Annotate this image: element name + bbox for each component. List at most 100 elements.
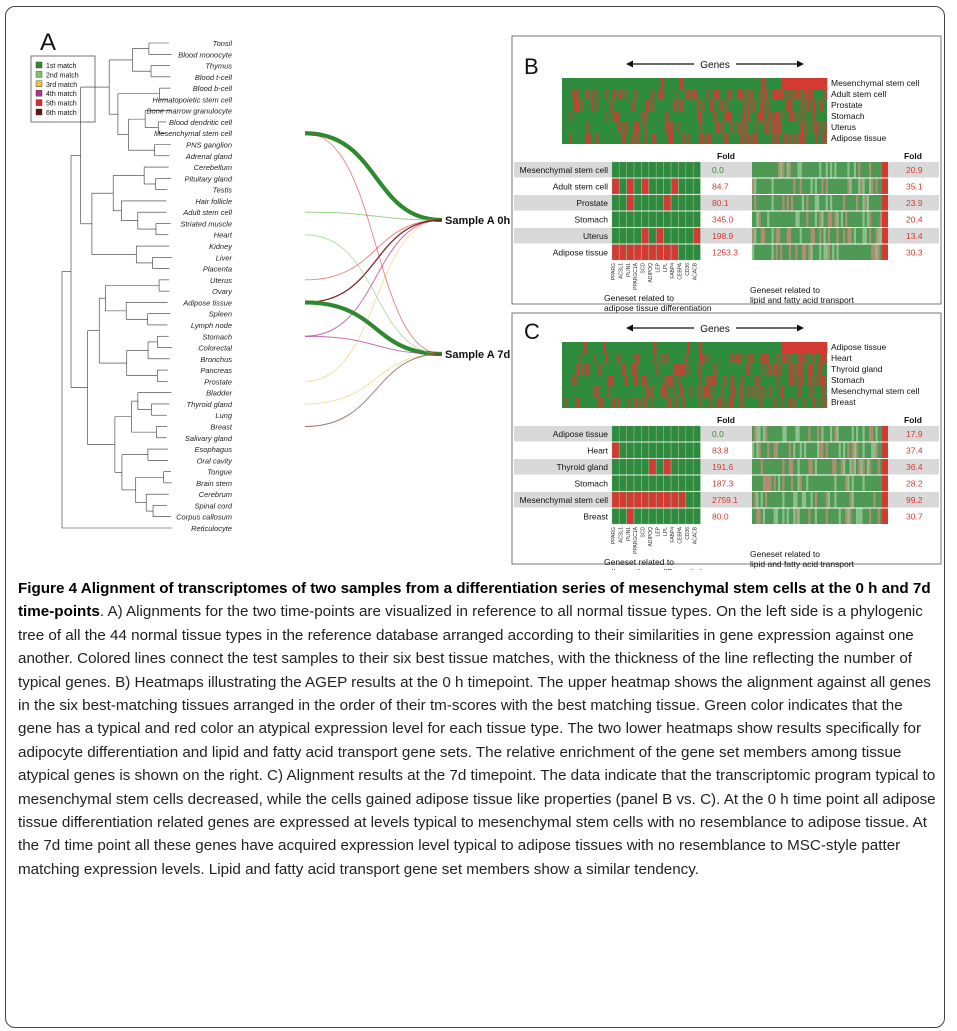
heatmap-cell xyxy=(786,89,789,100)
heatmap-cell xyxy=(574,89,577,100)
heatmap-cell xyxy=(800,133,804,144)
heatmap-cell xyxy=(598,397,601,408)
heatmap-cell xyxy=(699,342,703,353)
heatmap-cell xyxy=(790,342,794,353)
heatmap-cell xyxy=(721,100,724,111)
heatmap-cell xyxy=(762,475,765,491)
gene-cell xyxy=(678,442,686,459)
heatmap-cell xyxy=(771,133,775,144)
figure-caption: Figure 4 Alignment of transcriptomes of … xyxy=(18,577,938,881)
heatmap-cell xyxy=(812,78,816,89)
panel-label-b: B xyxy=(524,54,539,79)
gene-label: LEP xyxy=(655,526,661,536)
heatmap-cell xyxy=(610,100,613,111)
heatmap-cell xyxy=(675,89,678,100)
heatmap-cell xyxy=(849,228,852,244)
heatmap-cell xyxy=(856,426,859,442)
tissue-label: Bone marrow granulocyte xyxy=(147,107,232,116)
gene-cell xyxy=(626,442,634,459)
heatmap-cell xyxy=(819,162,822,178)
heatmap-cell xyxy=(701,100,705,111)
heatmap-cell xyxy=(862,442,865,458)
heatmap-cell xyxy=(804,244,807,260)
heatmap-cell xyxy=(882,475,888,491)
heatmap-cell xyxy=(817,195,820,211)
gene-label: SCD xyxy=(641,527,647,538)
heatmap-cell xyxy=(802,342,806,353)
match-curve xyxy=(304,300,443,357)
heatmap-cell xyxy=(847,475,850,491)
gene-cell xyxy=(648,508,657,525)
heatmap-cell xyxy=(800,78,804,89)
heatmap-cell xyxy=(882,178,888,194)
heatmap-cell xyxy=(745,364,748,375)
heatmap-cell xyxy=(797,475,800,491)
tissue-label: Thyroid gland xyxy=(187,400,233,409)
heatmap-cell xyxy=(766,111,770,122)
heatmap-cell xyxy=(778,364,782,375)
gene-cell xyxy=(693,508,701,525)
heatmap-cell xyxy=(800,375,804,386)
heatmap-cell xyxy=(810,342,813,353)
heatmap-cell xyxy=(680,78,683,89)
heatmap-cell xyxy=(771,195,774,211)
match-curve xyxy=(304,353,443,405)
heatmap-cell xyxy=(665,122,669,133)
heatmap-cell xyxy=(660,89,664,100)
row-tissue-label: Mesenchymal stem cell xyxy=(520,165,608,175)
gene-cell xyxy=(671,178,679,195)
heatmap-cell xyxy=(776,133,780,144)
fold-value: 28.2 xyxy=(906,479,923,489)
gene-cell xyxy=(685,194,694,211)
heatmap-cell xyxy=(636,353,640,364)
caption-title: Figure 4 Alignment of transcriptomes of … xyxy=(18,580,931,621)
heatmap-cell xyxy=(814,492,817,508)
heatmap-cell xyxy=(716,122,719,133)
heatmap-cell xyxy=(853,459,856,475)
heatmap-cell xyxy=(812,353,816,364)
heatmap-cell xyxy=(595,386,599,397)
heatmap-cell xyxy=(808,508,811,524)
heatmap-cell xyxy=(793,342,796,353)
heatmap-cell xyxy=(783,133,787,144)
heatmap-cell xyxy=(869,508,872,524)
gene-cell xyxy=(611,194,620,211)
heatmap-cell xyxy=(834,459,837,475)
fold-value: 2759.1 xyxy=(712,495,738,505)
heatmap-cell xyxy=(814,211,817,227)
heatmap-cell xyxy=(607,386,611,397)
heatmap-cell xyxy=(675,364,678,375)
heatmap-cell xyxy=(819,228,822,244)
heatmap-cell xyxy=(711,100,715,111)
tissue-label: Blood monocyte xyxy=(178,50,232,59)
match-curve xyxy=(304,219,443,382)
heatmap-cell xyxy=(651,89,654,100)
heatmap-cell xyxy=(775,244,778,260)
tissue-label: Brain stem xyxy=(196,479,232,488)
heatmap-cell xyxy=(765,492,768,508)
gene-cell xyxy=(663,194,671,211)
gene-cell xyxy=(685,211,694,228)
heatmap-cell xyxy=(862,459,865,475)
gene-cell xyxy=(671,425,679,442)
gene-label: CEBPA xyxy=(678,526,684,543)
tissue-label: Hematopoietic stem cell xyxy=(152,95,232,104)
heatmap-cell xyxy=(786,195,789,211)
gene-cell xyxy=(678,227,686,244)
gene-cell xyxy=(641,161,649,178)
sample-0h-label: Sample A 0h xyxy=(445,215,510,227)
gene-cell xyxy=(648,442,657,459)
heatmap-cell xyxy=(576,397,580,408)
heatmap-cell xyxy=(782,426,785,442)
heatmap-cell xyxy=(804,492,807,508)
legend-entry: 2nd match xyxy=(46,72,79,79)
heatmap-cell xyxy=(721,122,724,133)
tissue-label: PNS ganglion xyxy=(186,141,232,150)
gene-cell xyxy=(663,425,671,442)
heatmap-cell xyxy=(781,78,784,89)
tissue-label: Tongue xyxy=(207,468,232,477)
heatmap-cell xyxy=(615,111,618,122)
heatmap-cell xyxy=(834,162,837,178)
heatmap-cell xyxy=(677,375,681,386)
